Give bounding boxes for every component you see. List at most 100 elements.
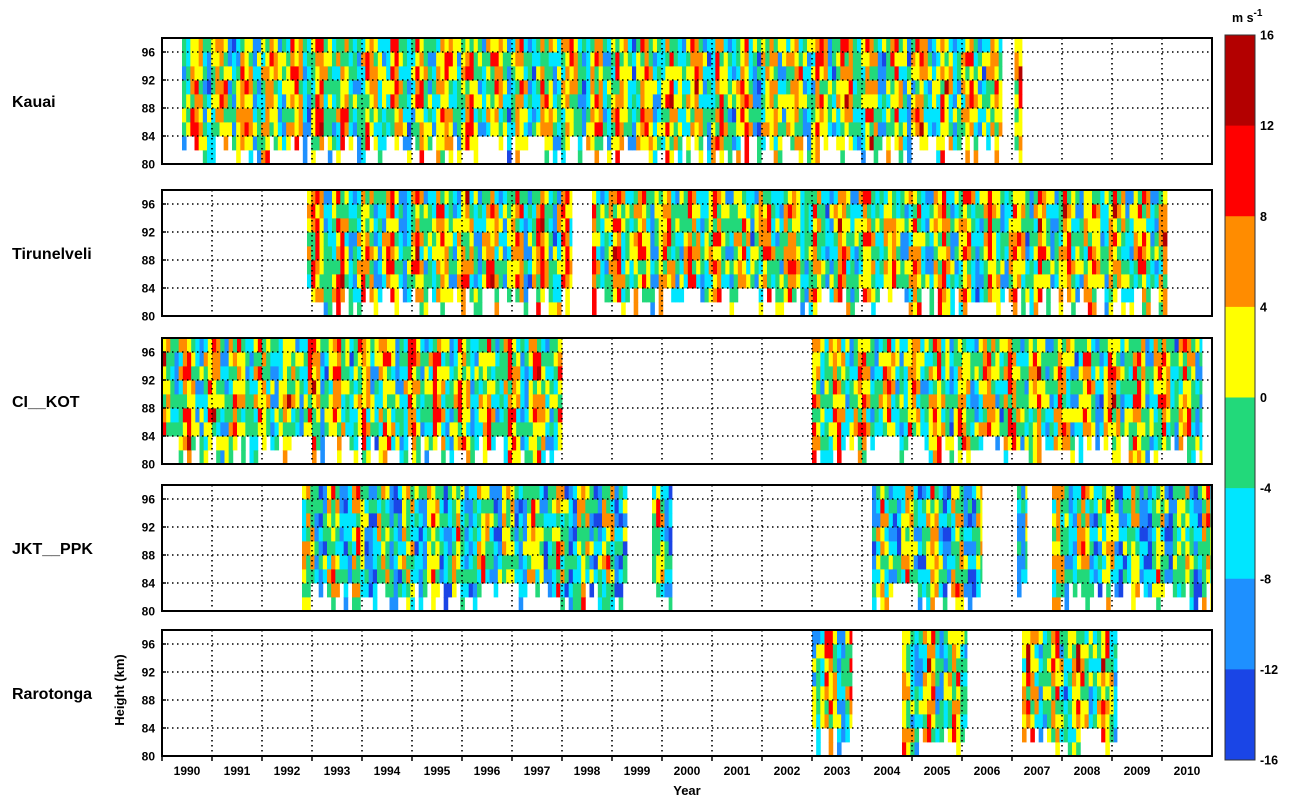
heatmap-cell <box>419 204 425 219</box>
heatmap-cell <box>569 52 575 67</box>
heatmap-cell <box>494 122 500 137</box>
heatmap-cell <box>837 408 842 423</box>
heatmap-cell <box>357 136 362 151</box>
heatmap-cell <box>598 38 604 53</box>
heatmap-cell <box>524 450 530 465</box>
heatmap-cell <box>882 80 887 95</box>
heatmap-cell <box>252 80 258 95</box>
heatmap-cell <box>515 218 520 233</box>
heatmap-cell <box>395 422 400 437</box>
heatmap-cell <box>590 80 595 95</box>
heatmap-cell <box>532 80 537 95</box>
heatmap-cell <box>598 52 604 67</box>
heatmap-cell <box>1112 288 1118 303</box>
heatmap-cell <box>832 122 837 137</box>
heatmap-cell <box>540 232 545 247</box>
heatmap-cell <box>732 38 737 53</box>
heatmap-cell <box>357 66 362 81</box>
heatmap-cell <box>1174 408 1180 423</box>
heatmap-cell <box>232 422 238 437</box>
heatmap-cell <box>832 380 838 395</box>
heatmap-cell <box>811 136 816 151</box>
heatmap-cell <box>257 380 263 395</box>
heatmap-cell <box>307 108 312 123</box>
heatmap-cell <box>482 338 488 353</box>
heatmap-cell <box>494 190 500 205</box>
heatmap-cell <box>436 274 441 289</box>
heatmap-cell <box>191 366 196 381</box>
heatmap-cell <box>327 555 332 570</box>
heatmap-cell <box>332 122 337 137</box>
heatmap-cell <box>871 232 876 247</box>
heatmap-cell <box>646 218 651 233</box>
heatmap-cell <box>335 583 340 598</box>
heatmap-cell <box>732 108 737 123</box>
heatmap-cell <box>474 408 480 423</box>
heatmap-cell <box>936 66 941 81</box>
heatmap-cell <box>1078 366 1084 381</box>
heatmap-cell <box>557 366 563 381</box>
heatmap-cell <box>507 408 513 423</box>
heatmap-cell <box>491 408 496 423</box>
heatmap-cell <box>324 352 330 367</box>
heatmap-cell <box>820 436 825 451</box>
heatmap-cell <box>312 380 317 395</box>
heatmap-cell <box>711 122 716 137</box>
heatmap-cell <box>987 218 993 233</box>
heatmap-cell <box>524 394 530 409</box>
heatmap-cell <box>948 52 954 67</box>
heatmap-cell <box>994 108 1000 123</box>
heatmap-cell <box>874 394 880 409</box>
heatmap-cell <box>373 260 379 275</box>
heatmap-cell <box>316 422 321 437</box>
heatmap-cell <box>1012 338 1017 353</box>
heatmap-cell <box>491 366 496 381</box>
heatmap-cell <box>407 394 413 409</box>
heatmap-cell <box>166 366 171 381</box>
heatmap-cell <box>812 450 817 465</box>
heatmap-cell <box>775 302 780 317</box>
heatmap-cell <box>686 66 691 81</box>
heatmap-cell <box>352 260 358 275</box>
heatmap-cell <box>290 94 295 109</box>
heatmap-cell <box>473 218 479 233</box>
heatmap-cell <box>382 52 387 67</box>
heatmap-cell <box>717 204 722 219</box>
heatmap-cell <box>928 408 934 423</box>
heatmap-cell <box>303 408 309 423</box>
heatmap-cell <box>696 260 701 275</box>
heatmap-cell <box>850 260 855 275</box>
heatmap-cell <box>744 150 750 165</box>
heatmap-cell <box>187 394 192 409</box>
heatmap-cell <box>594 52 600 67</box>
heatmap-cell <box>423 302 429 317</box>
heatmap-cell <box>979 246 985 261</box>
heatmap-cell <box>295 352 300 367</box>
heatmap-cell <box>949 422 955 437</box>
heatmap-cell <box>832 422 838 437</box>
heatmap-cell <box>733 204 739 219</box>
heatmap-cell <box>373 52 379 67</box>
heatmap-cell <box>648 108 654 123</box>
heatmap-cell <box>857 52 862 67</box>
heatmap-cell <box>715 80 720 95</box>
heatmap-cell <box>322 485 328 500</box>
heatmap-cell <box>391 436 396 451</box>
heatmap-cell <box>924 408 930 423</box>
heatmap-cell <box>407 136 412 151</box>
heatmap-cell <box>919 122 925 137</box>
heatmap-cell <box>441 380 446 395</box>
heatmap-cell <box>604 246 610 261</box>
heatmap-cell <box>528 352 534 367</box>
heatmap-cell <box>1103 352 1109 367</box>
heatmap-cell <box>857 108 862 123</box>
y-tick-label: 88 <box>142 402 156 416</box>
heatmap-cell <box>552 302 558 317</box>
heatmap-cell <box>771 274 776 289</box>
heatmap-cell <box>969 52 975 67</box>
heatmap-cell <box>1129 246 1135 261</box>
heatmap-cell <box>825 274 830 289</box>
heatmap-cell <box>356 569 361 584</box>
heatmap-cell <box>1078 394 1084 409</box>
heatmap-cell <box>402 80 408 95</box>
